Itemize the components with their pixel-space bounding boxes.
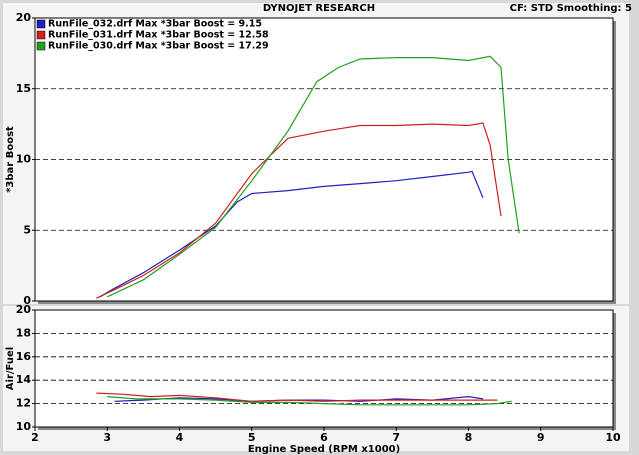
- title: DYNOJET RESEARCH: [263, 3, 375, 14]
- legend-swatch: [36, 41, 46, 51]
- y-tick-label: 15: [16, 82, 31, 95]
- x-tick-label: 10: [605, 431, 621, 444]
- y-tick-label: 0: [23, 294, 31, 307]
- x-tick-label: 6: [320, 431, 328, 444]
- x-tick-label: 9: [537, 431, 545, 444]
- y-tick-label: 14: [16, 373, 32, 386]
- y-axis-label: *3bar Boost: [5, 126, 16, 193]
- legend-swatch: [36, 30, 46, 40]
- y-tick-label: 20: [16, 303, 32, 316]
- x-axis-label: Engine Speed (RPM x1000): [248, 444, 400, 455]
- data-line: [107, 55, 520, 298]
- legend-label: RunFile_030.drf Max *3bar Boost = 17.29: [48, 41, 269, 52]
- x-tick-label: 5: [248, 431, 256, 444]
- x-tick-label: 8: [465, 431, 473, 444]
- y-tick-label: 16: [16, 350, 32, 363]
- legend-label: RunFile_031.drf Max *3bar Boost = 12.58: [48, 30, 269, 41]
- x-tick-label: 3: [103, 431, 111, 444]
- x-tick-label: 4: [176, 431, 184, 444]
- y-tick-label: 20: [16, 11, 32, 24]
- y-tick-label: 5: [23, 223, 31, 236]
- y-axis-label: Air/Fuel: [5, 347, 16, 390]
- y-tick-label: 10: [16, 153, 32, 166]
- y-tick-label: 10: [16, 420, 32, 433]
- data-line: [96, 122, 502, 299]
- x-tick-label: 7: [392, 431, 400, 444]
- data-line: [96, 392, 498, 402]
- legend-label: RunFile_032.drf Max *3bar Boost = 9.15: [48, 19, 262, 30]
- plot-area: [34, 309, 614, 428]
- data-line: [99, 170, 484, 298]
- y-tick-label: 18: [16, 326, 31, 339]
- x-tick-label: 2: [31, 431, 39, 444]
- settings: CF: STD Smoothing: 5: [510, 3, 632, 14]
- legend-swatch: [36, 19, 46, 29]
- y-tick-label: 12: [16, 397, 31, 410]
- data-line: [107, 396, 512, 406]
